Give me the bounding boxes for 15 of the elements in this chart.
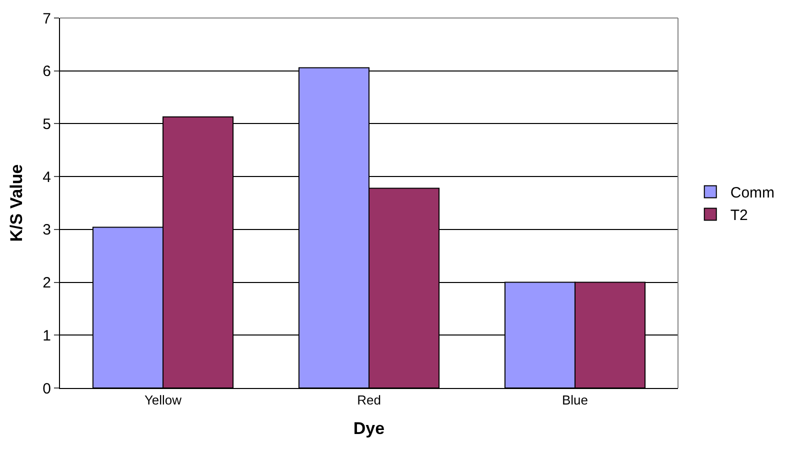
y-tick-label: 2 [42,274,51,292]
legend-label: T2 [730,207,748,224]
y-tick-label: 5 [42,116,51,133]
y-tick-label: 0 [42,380,51,398]
y-tick-label: 7 [42,10,51,28]
x-tick-label: Yellow [144,392,182,408]
y-tick-label: 6 [42,63,51,80]
x-tick-label: Blue [562,392,588,408]
y-tick-label: 1 [42,327,51,344]
x-tick-label: Red [357,392,381,408]
y-axis-title: K/S Value [7,164,26,242]
y-tick-label: 4 [42,168,51,186]
x-axis-title: Dye [353,419,385,438]
legend-label: Comm [730,184,775,202]
y-tick-label: 3 [42,222,51,239]
